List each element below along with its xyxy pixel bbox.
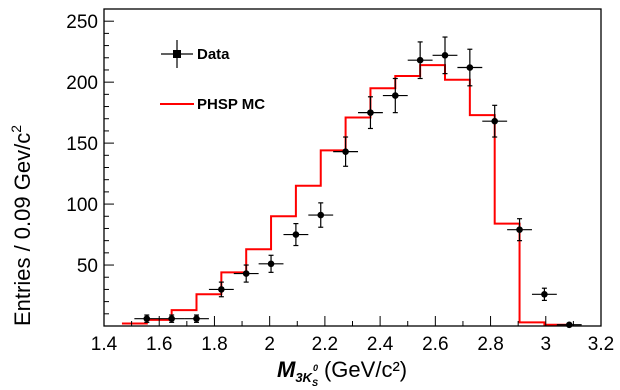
x-tick-label: 1.8 [201, 334, 227, 355]
x-tick-label: 2 [264, 334, 275, 355]
data-point-marker [565, 321, 573, 329]
data-point-marker [466, 64, 474, 71]
data-point-marker [541, 291, 548, 298]
data-point-marker [193, 315, 200, 322]
mc-histogram-line [121, 64, 571, 326]
data-point-marker [143, 315, 151, 322]
data-point [382, 77, 408, 114]
data-point [407, 41, 433, 80]
x-tick-label: 1.6 [146, 334, 172, 355]
y-tick-label: 250 [66, 12, 98, 33]
data-point [308, 202, 334, 228]
x-axis-title-main: M [277, 357, 296, 382]
x-axis-title-sup: 0 [313, 363, 318, 373]
x-tick-label: 2.6 [422, 334, 448, 355]
data-points-layer [134, 36, 582, 329]
data-point-marker [416, 56, 424, 64]
x-axis-title-units: (GeV/c²) [324, 357, 407, 382]
data-point [134, 314, 160, 323]
data-point [556, 321, 582, 329]
x-tick-label: 2.2 [312, 334, 338, 355]
data-point [432, 36, 458, 75]
x-tick-label: 2.8 [477, 334, 503, 355]
data-point-marker [516, 226, 523, 233]
legend-data-marker [173, 50, 181, 58]
data-point-marker [267, 260, 275, 268]
y-tick-label: 50 [77, 256, 98, 277]
data-point-marker [441, 52, 449, 59]
data-point [507, 218, 532, 242]
x-tick-label: 3 [540, 334, 551, 355]
mc-histogram-layer [121, 64, 571, 326]
axis-ticks-layer: 1.4 1.6 1.8 2 2.2 2.4 2.6 2.8 3 3.2 50 100 150 200 250 [66, 8, 614, 355]
x-tick-label: 2.4 [367, 334, 394, 355]
data-point [358, 96, 383, 130]
data-point-marker [218, 286, 225, 293]
y-axis-title-text: Entries / 0.09 Gev/c [10, 133, 35, 326]
y-axis-title-sup: 2 [8, 125, 24, 133]
data-point [184, 314, 209, 323]
data-point [208, 281, 234, 298]
y-tick-label: 150 [66, 134, 98, 155]
data-point-marker [491, 117, 498, 125]
x-axis-title: M3KS 0 (GeV/c²) [277, 357, 407, 388]
x-axis-title-subsub: S [312, 378, 318, 388]
data-point [482, 104, 508, 138]
data-point-marker [391, 92, 399, 99]
x-axis-title-sub: 3K [295, 370, 313, 385]
data-point [457, 48, 483, 87]
data-point [531, 287, 557, 301]
data-point-marker [367, 109, 374, 116]
data-point-marker [317, 211, 325, 219]
x-tick-label: 1.4 [91, 334, 118, 355]
legend-label-data: Data [197, 46, 230, 63]
data-point-marker [168, 315, 175, 322]
y-axis-title: Entries / 0.09 Gev/c2 [8, 125, 35, 326]
data-point-marker [342, 148, 349, 155]
legend: Data PHSP MC [160, 40, 265, 113]
data-point [283, 222, 309, 247]
data-point [258, 254, 284, 273]
data-point [333, 136, 359, 167]
y-tick-label: 100 [66, 195, 98, 216]
y-tick-label: 200 [66, 73, 98, 94]
data-point [233, 264, 259, 283]
data-point-marker [242, 270, 250, 277]
legend-label-mc: PHSP MC [197, 96, 265, 113]
data-point-marker [292, 231, 300, 238]
x-tick-label: 3.2 [588, 334, 614, 355]
data-point [159, 314, 185, 323]
